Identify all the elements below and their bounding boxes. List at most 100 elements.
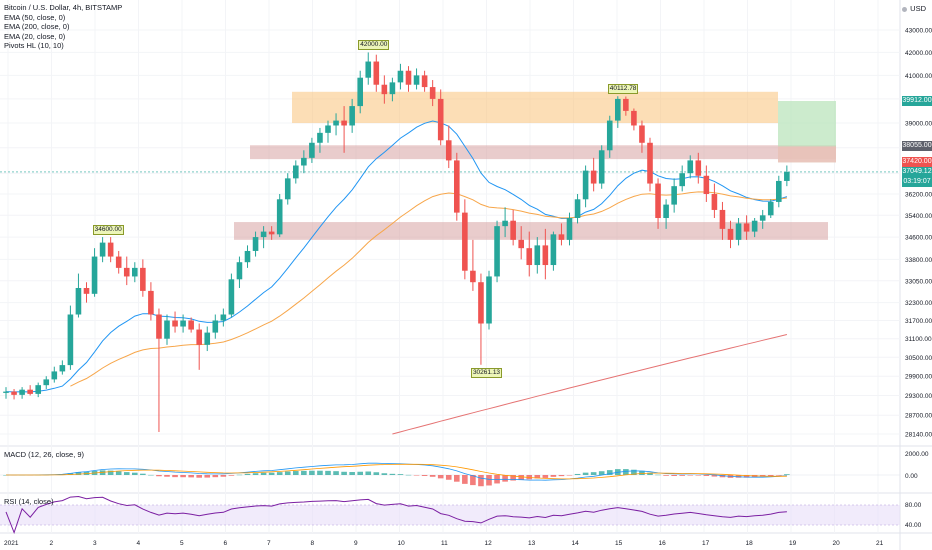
macd-histogram-bar	[454, 475, 460, 482]
macd-histogram-bar	[606, 470, 613, 475]
candle-body	[115, 256, 122, 268]
macd-histogram-bar	[75, 472, 82, 475]
time-axis-label: 17	[702, 540, 710, 547]
macd-histogram-bar	[333, 471, 339, 475]
macd-histogram-bar	[518, 475, 524, 480]
indicator-ema50[interactable]: EMA (50, close, 0)	[4, 12, 66, 22]
price-axis-label: 31100.00	[905, 336, 932, 343]
macd-histogram-bar	[317, 470, 323, 475]
macd-histogram-bar	[623, 469, 629, 475]
macd-axis-label: 0.00	[905, 473, 918, 480]
macd-histogram-bar	[735, 475, 742, 478]
macd-histogram-bar	[663, 475, 669, 476]
ema50-line	[70, 191, 787, 387]
rsi-axis-label: 40.00	[905, 522, 922, 529]
macd-label[interactable]: MACD (12, 26, close, 9)	[4, 450, 85, 459]
candle-body	[3, 391, 9, 393]
macd-histogram-bar	[478, 475, 484, 487]
candle-body	[293, 165, 299, 179]
macd-histogram-bar	[196, 475, 202, 478]
candle-body	[445, 140, 452, 161]
candle-body	[43, 379, 50, 386]
candle-body	[711, 194, 718, 210]
time-axis-label: 4	[137, 540, 141, 547]
currency-selector[interactable]: USD	[902, 4, 926, 13]
pivot-label: 40112.78	[607, 84, 639, 95]
price-axis-label: 35400.00	[905, 213, 932, 220]
macd-histogram-bar	[365, 471, 372, 475]
candle-body	[244, 250, 251, 263]
macd-histogram-bar	[719, 475, 726, 478]
macd-histogram-bar	[204, 475, 211, 478]
price-tag: 37420.00	[902, 157, 932, 168]
candle-body	[462, 212, 468, 271]
price-tag: 03:19:07	[902, 176, 932, 187]
candle-body	[687, 160, 694, 174]
indicator-ema20[interactable]: EMA (20, close, 0)	[4, 31, 66, 41]
time-axis-label: 19	[789, 540, 797, 547]
rsi-band	[0, 505, 900, 525]
macd-histogram-bar	[381, 473, 388, 475]
rsi-pane	[0, 495, 900, 534]
macd-histogram-bar	[236, 474, 243, 476]
candle-body	[542, 245, 549, 266]
macd-histogram-bar	[212, 475, 219, 478]
time-axis-label: 6	[224, 540, 228, 547]
indicator-ema200[interactable]: EMA (200, close, 0)	[4, 22, 70, 32]
candle-body	[486, 276, 492, 324]
macd-histogram-bar	[107, 470, 114, 475]
time-axis-label: 3	[93, 540, 97, 547]
candle-body	[784, 171, 790, 181]
candle-body	[582, 170, 589, 200]
candle-body	[204, 332, 211, 345]
indicator-pivots[interactable]: Pivots HL (10, 10)	[4, 41, 64, 51]
candle-body	[526, 248, 533, 266]
time-axis-label: 15	[615, 540, 623, 547]
candle-body	[212, 320, 219, 333]
candle-body	[470, 270, 476, 283]
price-axis-label: 29900.00	[905, 374, 932, 381]
candle-body	[123, 267, 130, 277]
time-axis-label: 16	[659, 540, 667, 547]
time-axis-label: 7	[267, 540, 271, 547]
candle-body	[647, 142, 653, 184]
candle-body	[341, 120, 347, 126]
candle-body	[196, 329, 202, 345]
macd-histogram-bar	[703, 475, 710, 476]
zone-resistance	[250, 145, 836, 160]
candle-body	[751, 220, 758, 232]
price-axis-label: 31700.00	[905, 318, 932, 325]
candle-body	[623, 98, 629, 111]
candle-body	[566, 218, 573, 240]
candle-body	[494, 226, 500, 277]
candle-body	[148, 290, 154, 315]
macd-axis-label: 2000.00	[905, 451, 929, 458]
macd-histogram-bar	[445, 475, 452, 480]
candle-body	[615, 98, 621, 121]
macd-histogram-bar	[486, 475, 492, 486]
candle-body	[695, 160, 702, 176]
candle-body	[67, 314, 74, 366]
ema20-line	[5, 120, 788, 393]
pivot-label: 42000.00	[358, 40, 390, 51]
macd-histogram-bar	[309, 470, 315, 475]
price-axis-label: 30500.00	[905, 355, 932, 362]
candle-body	[99, 242, 106, 257]
macd-histogram-bar	[220, 475, 227, 477]
macd-histogram-bar	[558, 475, 565, 477]
time-axis-label: 12	[485, 540, 493, 547]
rsi-label[interactable]: RSI (14, close)	[4, 497, 54, 506]
candle-body	[59, 365, 66, 372]
symbol-title[interactable]: Bitcoin / U.S. Dollar, 4h, BITSTAMP	[4, 3, 123, 12]
macd-histogram-bar	[244, 473, 251, 475]
candle-body	[454, 160, 460, 213]
macd-histogram-bar	[574, 473, 581, 475]
macd-histogram-bar	[743, 475, 750, 478]
macd-histogram-bar	[349, 472, 355, 475]
candle-body	[140, 267, 146, 291]
macd-histogram-bar	[437, 475, 444, 479]
candle-body	[164, 320, 170, 339]
macd-histogram-bar	[429, 475, 436, 477]
candle-body	[333, 120, 339, 126]
